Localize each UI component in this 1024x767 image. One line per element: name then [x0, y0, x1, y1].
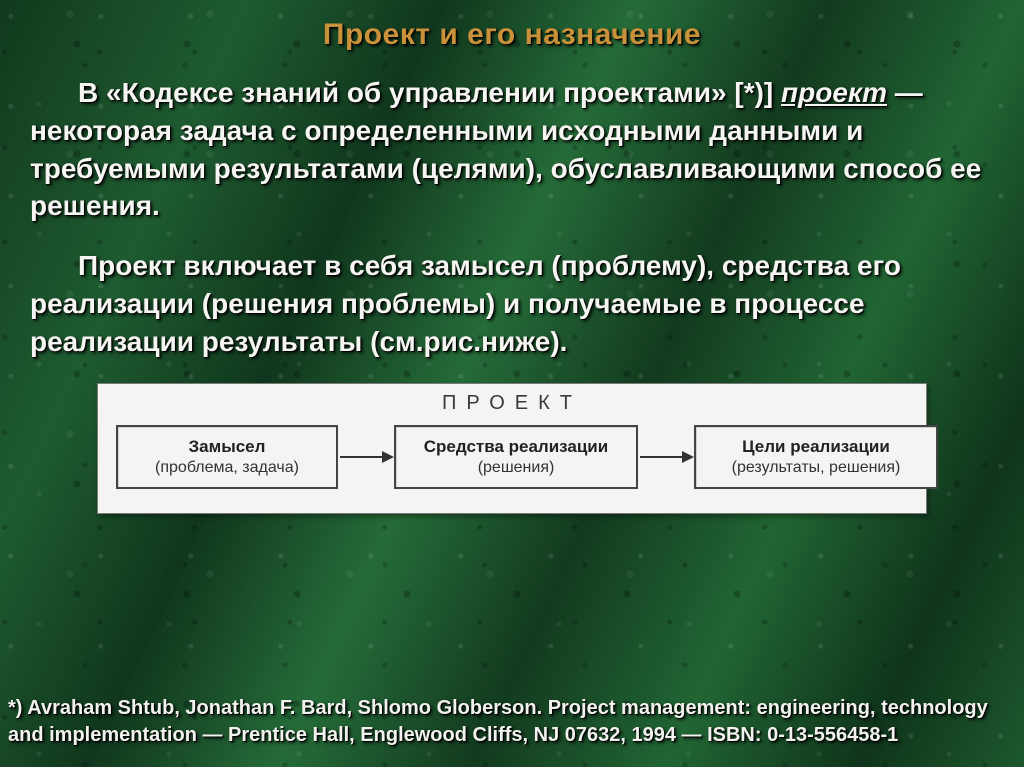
diagram-box-zamysel: Замысел (проблема, задача)	[116, 425, 338, 489]
slide-title: Проект и его назначение	[0, 18, 1024, 52]
diagram-box-sredstva: Средства реализации (решения)	[394, 425, 638, 489]
footnote: *) Avraham Shtub, Jonathan F. Bard, Shlo…	[8, 695, 1004, 749]
paragraph-1: В «Кодексе знаний об управлении проектам…	[30, 74, 994, 225]
box-title: Цели реализации	[702, 437, 930, 457]
diagram-box-celi: Цели реализации (результаты, решения)	[694, 425, 938, 489]
box-subtitle: (результаты, решения)	[702, 459, 930, 477]
body-text: В «Кодексе знаний об управлении проектам…	[30, 74, 994, 361]
box-title: Замысел	[124, 437, 330, 457]
slide: Проект и его назначение В «Кодексе знани…	[0, 0, 1024, 767]
arrow-icon	[338, 448, 394, 466]
diagram-title: ПРОЕКТ	[116, 392, 908, 415]
box-title: Средства реализации	[402, 437, 630, 457]
para2-text: Проект включает в себя замысел (проблему…	[30, 250, 901, 357]
para1-lead: В «Кодексе знаний об управлении проектам…	[78, 77, 781, 108]
paragraph-2: Проект включает в себя замысел (проблему…	[30, 247, 994, 360]
box-subtitle: (проблема, задача)	[124, 459, 330, 477]
arrow-icon	[638, 448, 694, 466]
diagram: ПРОЕКТ Замысел (проблема, задача) Средст…	[97, 383, 927, 514]
diagram-row: Замысел (проблема, задача) Средства реал…	[116, 425, 908, 489]
diagram-container: ПРОЕКТ Замысел (проблема, задача) Средст…	[97, 383, 927, 514]
para1-keyword: проект	[781, 77, 887, 108]
box-subtitle: (решения)	[402, 459, 630, 477]
